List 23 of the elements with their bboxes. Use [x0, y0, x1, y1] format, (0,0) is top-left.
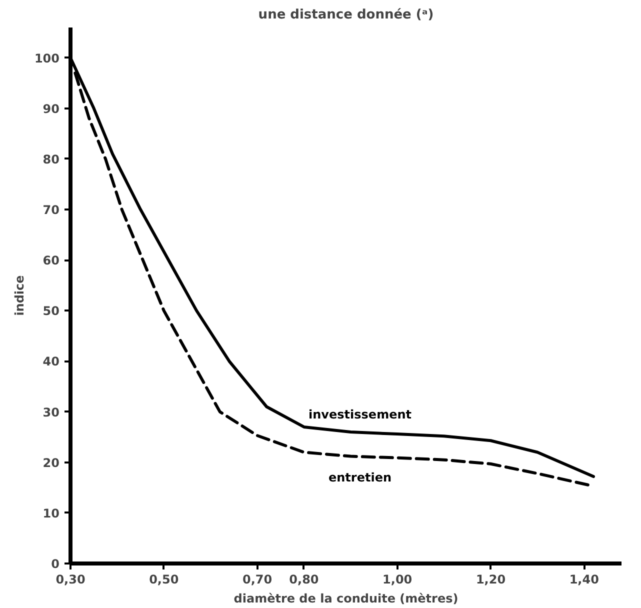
x-tick-label: 0,50 — [149, 572, 179, 586]
y-axis-title: indice — [12, 275, 26, 316]
y-tick-label: 60 — [42, 254, 60, 268]
y-tick-label: 50 — [42, 304, 60, 318]
y-tick-label: 100 — [34, 51, 60, 66]
y-tick-label: 0 — [51, 557, 60, 571]
x-tick-label: 0,30 — [56, 572, 86, 586]
y-tick-label: 30 — [42, 405, 60, 420]
y-tick-label: 20 — [42, 456, 60, 470]
x-tick-label: 0,70 — [242, 572, 272, 586]
x-tick-label: 1,20 — [476, 572, 506, 586]
y-tick-label: 80 — [42, 152, 60, 166]
y-tick-label: 10 — [42, 506, 60, 520]
x-tick-label: 1,00 — [382, 572, 412, 586]
y-tick-label: 70 — [42, 203, 60, 218]
y-tick-label: 40 — [42, 354, 60, 369]
y-tick-label: 90 — [42, 102, 60, 116]
x-tick-label: 0,80 — [289, 572, 319, 586]
chart-title: une distance donnée (ᵃ) — [258, 8, 434, 22]
x-axis-title: diamètre de la conduite (mètres) — [234, 592, 458, 606]
series-label: entretien — [328, 470, 392, 484]
x-tick-label: 1,40 — [569, 572, 599, 586]
series-label: investissement — [308, 407, 412, 422]
